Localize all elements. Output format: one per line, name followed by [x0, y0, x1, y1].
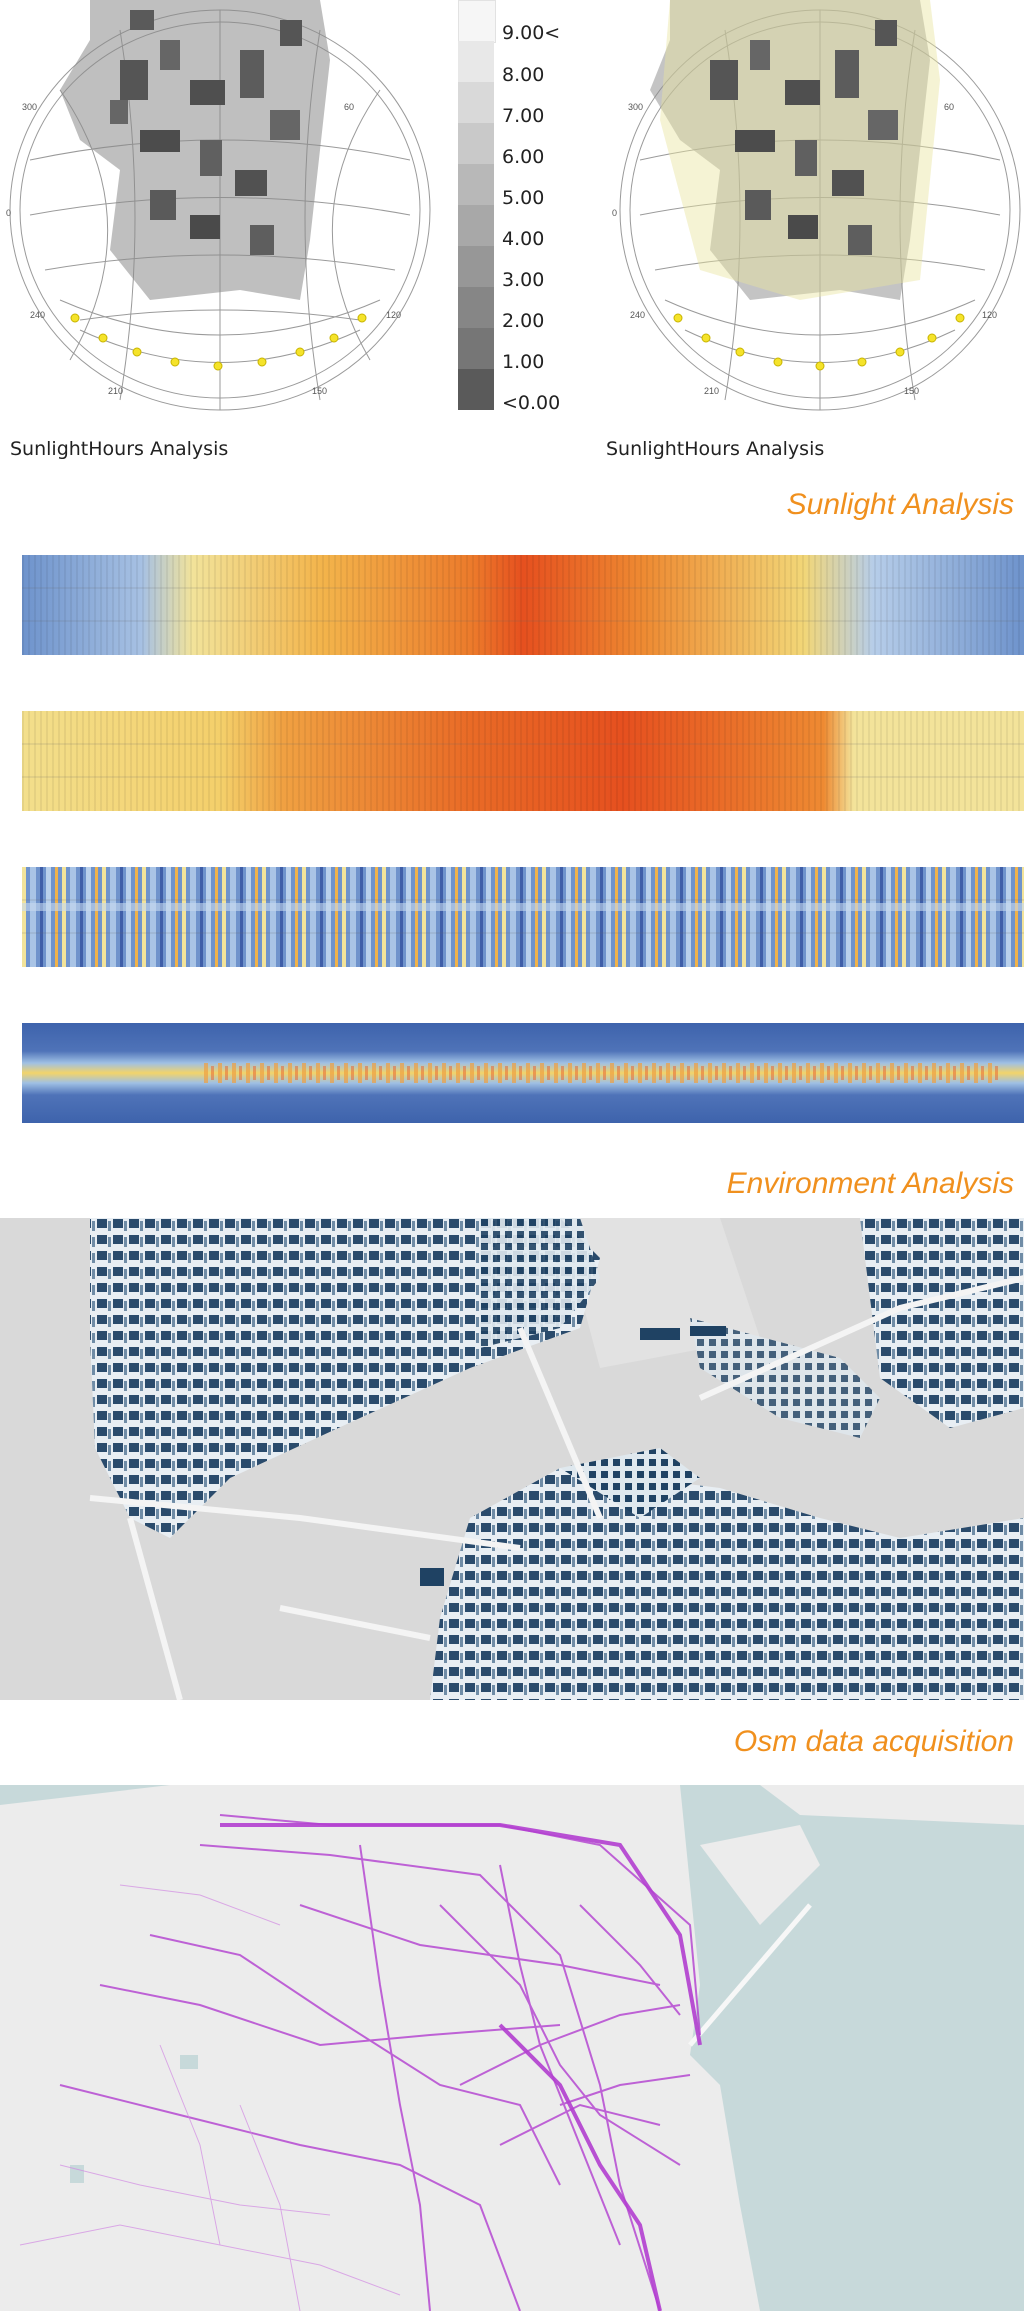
- legend-label: 5.00: [502, 187, 545, 209]
- compass-label: 210: [108, 386, 124, 396]
- environment-section-title: Environment Analysis: [726, 1167, 1014, 1200]
- sunlight-section-title: Sunlight Analysis: [786, 488, 1014, 521]
- legend-swatch: [458, 164, 494, 205]
- legend-label: 1.00: [502, 351, 545, 373]
- transit-route-map: [0, 1785, 1024, 2311]
- sunlight-section: 300 60 0 240 120 210 150 9.00< 8.00 7.00…: [0, 0, 1024, 530]
- heatmap-4: [22, 1023, 1024, 1123]
- transit-section: [0, 1785, 1024, 2311]
- compass-label: 300: [628, 102, 644, 112]
- legend-label: 4.00: [502, 228, 545, 250]
- legend-swatch: [458, 82, 494, 123]
- legend-label: 2.00: [502, 310, 545, 332]
- heatmap-3: [22, 867, 1024, 967]
- compass-label: 0: [6, 208, 12, 218]
- sunpath-diagram-right: [619, 0, 1021, 411]
- legend-label: 3.00: [502, 269, 545, 291]
- compass-label: 210: [704, 386, 720, 396]
- legend-swatch: [458, 41, 494, 82]
- legend-label: 6.00: [502, 146, 545, 168]
- sunlight-legend: 9.00< 8.00 7.00 6.00 5.00 4.00 3.00 2.00…: [0, 0, 600, 420]
- compass-label: 60: [944, 102, 955, 112]
- legend-label: <0.00: [502, 392, 561, 414]
- environment-section: Environment Analysis: [0, 545, 1024, 1235]
- legend-swatch: [458, 287, 494, 328]
- legend-swatch: [458, 369, 494, 410]
- legend-swatch: [458, 123, 494, 164]
- legend-swatch: [458, 205, 494, 246]
- compass-label: 150: [904, 386, 920, 396]
- left-diagram-caption: SunlightHours Analysis: [10, 438, 229, 460]
- legend-label: 8.00: [502, 64, 545, 86]
- compass-label: 60: [344, 102, 355, 112]
- right-diagram-caption: SunlightHours Analysis: [606, 438, 825, 460]
- osm-section-title: Osm data acquisition: [733, 1725, 1014, 1758]
- compass-label: 240: [630, 310, 646, 320]
- compass-label: 0: [612, 208, 618, 218]
- osm-building-map: [0, 1218, 1024, 1700]
- legend-label: 9.00<: [502, 22, 561, 44]
- compass-label: 150: [312, 386, 328, 396]
- heatmap-2: [22, 711, 1024, 811]
- legend-swatch: [458, 328, 494, 369]
- heatmap-1: [22, 555, 1024, 655]
- sunpath-diagram-left: [9, 0, 431, 411]
- legend-swatch: [458, 0, 496, 43]
- compass-label: 120: [982, 310, 998, 320]
- legend-swatch: [458, 246, 494, 287]
- osm-section: Osm data acquisition: [0, 1218, 1024, 1778]
- compass-label: 300: [22, 102, 38, 112]
- compass-label: 240: [30, 310, 46, 320]
- legend-label: 7.00: [502, 105, 545, 127]
- compass-label: 120: [386, 310, 402, 320]
